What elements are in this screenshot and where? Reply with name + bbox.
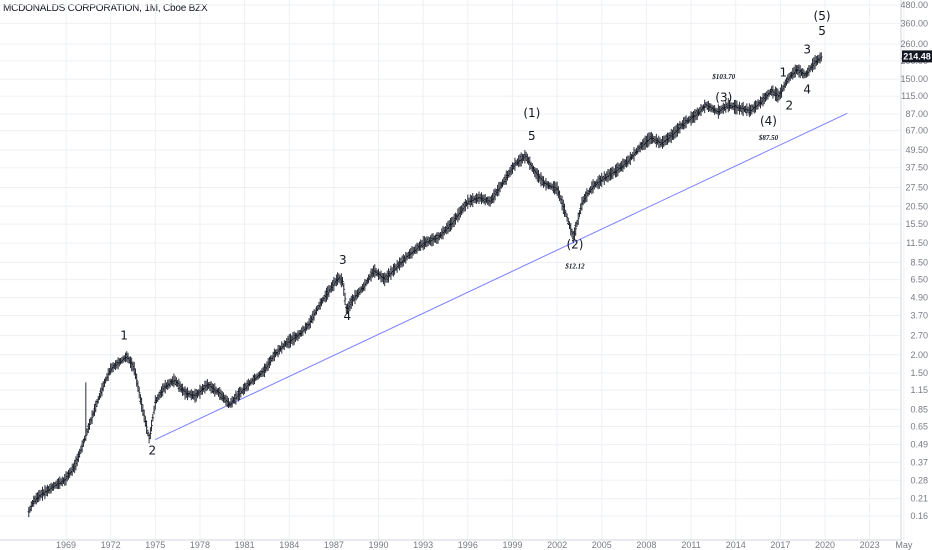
time-tick-label: 2017 xyxy=(770,540,790,550)
price-tick-label: 1.15 xyxy=(910,385,928,395)
time-tick-label: 2011 xyxy=(681,540,700,550)
price-tick-label: 0.37 xyxy=(910,457,928,467)
time-axis[interactable]: 1969 1972 1975 1978 1981 1984 1987 1990 1993 1996… xyxy=(0,539,913,550)
price-tick-label: 115.00 xyxy=(901,91,928,101)
time-tick-label: 2002 xyxy=(547,540,567,550)
price-annotation: $103.70 xyxy=(711,73,735,81)
price-tick-label: 6.50 xyxy=(910,275,928,285)
price-tick-label: 150.00 xyxy=(900,74,928,84)
price-tick-label: 1.50 xyxy=(910,368,928,378)
wave-label: 5 xyxy=(528,129,536,143)
wave-label: 4 xyxy=(343,309,351,323)
price-tick-label: 27.50 xyxy=(905,183,928,193)
price-tick-label: 0.21 xyxy=(910,494,928,504)
price-tick-label: 2.70 xyxy=(910,331,928,341)
wave-label: 2 xyxy=(148,443,156,457)
price-tick-label: 0.16 xyxy=(910,511,928,521)
wave-label: 1 xyxy=(780,66,788,80)
wave-label: 3 xyxy=(339,253,347,267)
time-tick-label: 2014 xyxy=(726,540,746,550)
time-tick-label: 1993 xyxy=(413,540,433,550)
wave-label: (5) xyxy=(814,9,831,23)
time-tick-label: May xyxy=(895,540,913,550)
price-tick-label: 0.28 xyxy=(910,475,928,485)
price-tick-label: 8.50 xyxy=(910,257,928,267)
price-tick-label: 20.50 xyxy=(905,201,928,211)
price-annotation: $87.50 xyxy=(758,134,779,142)
last-price-tag: 214.48 xyxy=(902,50,932,63)
last-price-label: 214.48 xyxy=(903,51,931,61)
trendline-segment[interactable] xyxy=(155,112,848,441)
wave-label: (4) xyxy=(760,114,777,128)
price-tick-label: 0.49 xyxy=(910,440,928,450)
time-tick-label: 1975 xyxy=(145,540,165,550)
chart-grid xyxy=(0,0,905,540)
price-tick-label: 260.00 xyxy=(900,39,928,49)
price-tick-label: 37.50 xyxy=(905,163,928,173)
price-series xyxy=(27,52,823,518)
price-tick-label: 15.50 xyxy=(905,219,928,229)
time-tick-label: 2008 xyxy=(636,540,656,550)
time-tick-label: 1990 xyxy=(369,540,389,550)
price-tick-label: 4.90 xyxy=(910,293,928,303)
last-price-tag-bg xyxy=(902,50,932,63)
price-tick-label: 0.85 xyxy=(910,404,928,414)
time-tick-label: 1987 xyxy=(324,540,344,550)
wave-label: 3 xyxy=(803,42,811,56)
price-tick-label: 0.65 xyxy=(910,422,928,432)
price-axis[interactable]: 480.00360.00260.00200.00150.00115.0087.0… xyxy=(900,0,928,540)
wave-label: 2 xyxy=(785,99,793,113)
price-tick-label: 11.50 xyxy=(906,238,928,248)
price-annotation: $12.12 xyxy=(564,262,585,270)
price-tick-label: 3.70 xyxy=(910,311,928,321)
time-tick-label: 1978 xyxy=(190,540,210,550)
trendline[interactable] xyxy=(155,112,848,441)
price-tick-label: 480.00 xyxy=(900,0,928,10)
time-tick-label: 1984 xyxy=(279,540,299,550)
wave-label: 4 xyxy=(803,82,811,96)
chart-title: MCDONALDS CORPORATION, 1M, Cboe BZX xyxy=(3,3,208,14)
price-tick-label: 49.50 xyxy=(905,145,928,155)
time-tick-label: 1972 xyxy=(101,540,121,550)
wave-label: (3) xyxy=(715,90,732,104)
time-tick-label: 2020 xyxy=(815,540,835,550)
price-annotations: $103.70 $87.50 $12.12 xyxy=(564,73,778,270)
wave-label: (1) xyxy=(523,106,540,120)
price-tick-label: 360.00 xyxy=(900,18,928,28)
time-tick-label: 2023 xyxy=(860,540,880,550)
price-tick-label: 2.00 xyxy=(910,350,928,360)
price-tick-label: 67.00 xyxy=(905,126,928,136)
time-tick-label: 1969 xyxy=(56,540,76,550)
wave-label: 1 xyxy=(120,328,128,342)
time-tick-label: 2005 xyxy=(592,540,612,550)
price-tick-label: 87.00 xyxy=(905,109,928,119)
time-tick-label: 1996 xyxy=(458,540,478,550)
wave-label: (2) xyxy=(566,237,583,251)
time-tick-label: 1999 xyxy=(502,540,522,550)
wave-label: 5 xyxy=(818,24,826,38)
time-tick-label: 1981 xyxy=(235,540,255,550)
